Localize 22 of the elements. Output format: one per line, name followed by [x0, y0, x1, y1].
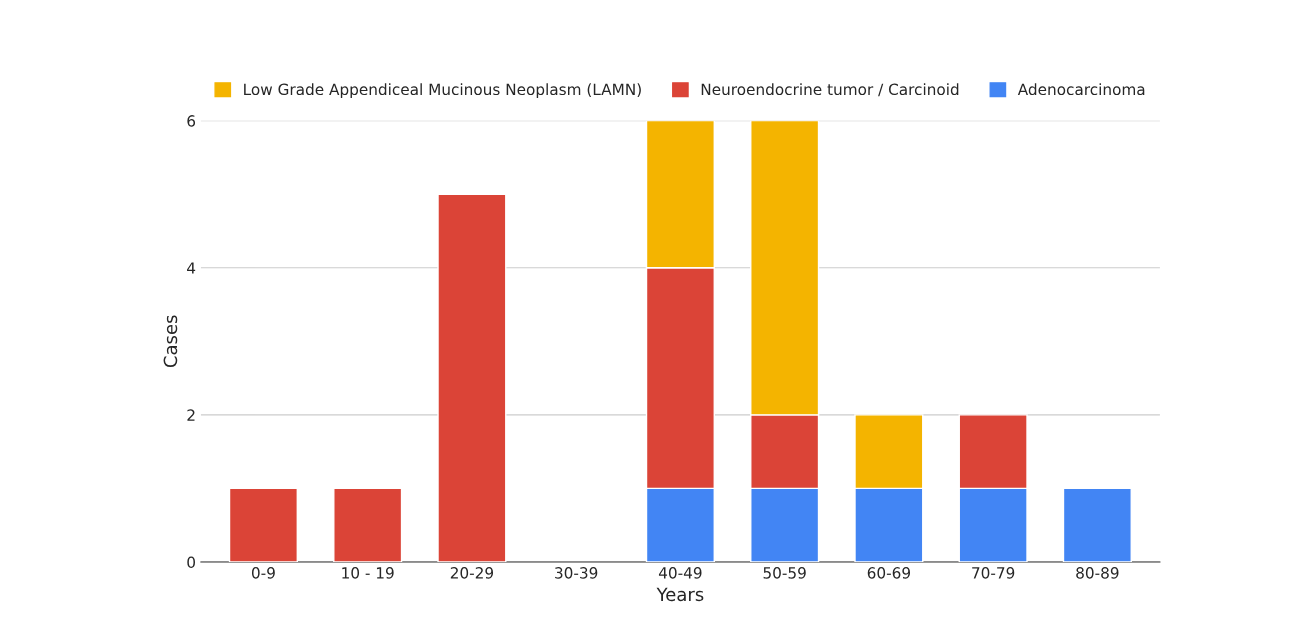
x-tick-label: 50-59	[763, 567, 806, 579]
legend-label: Adenocarcinoma	[1017, 83, 1145, 96]
y-tick-label: 4	[187, 262, 196, 274]
x-tick-label: 70-79	[972, 567, 1015, 579]
y-tick-label: 0	[187, 556, 195, 568]
x-tick-label: 80-89	[1076, 567, 1119, 579]
x-tick-label: 20-29	[450, 567, 494, 579]
y-tick-label: 2	[187, 409, 195, 421]
bar	[437, 193, 507, 562]
x-tick-label: 60-69	[867, 567, 911, 579]
x-tick-label: 0-9	[251, 567, 275, 579]
bar	[1062, 487, 1132, 562]
y-tick-label: 6	[187, 115, 196, 127]
x-axis-title: Years	[656, 587, 704, 602]
x-tick-label: 30-39	[555, 567, 598, 579]
x-tick-label: 10 - 19	[342, 567, 394, 579]
bar	[228, 487, 299, 562]
legend-label: Low Grade Appendiceal Mucinous Neoplasm (LAMN)	[244, 83, 641, 99]
x-tick-label: 40-49	[658, 567, 702, 579]
y-axis-title: Cases	[163, 315, 178, 368]
bar	[333, 487, 403, 562]
legend-label: Neuroendocrine tumor / Carcinoid	[701, 83, 959, 97]
